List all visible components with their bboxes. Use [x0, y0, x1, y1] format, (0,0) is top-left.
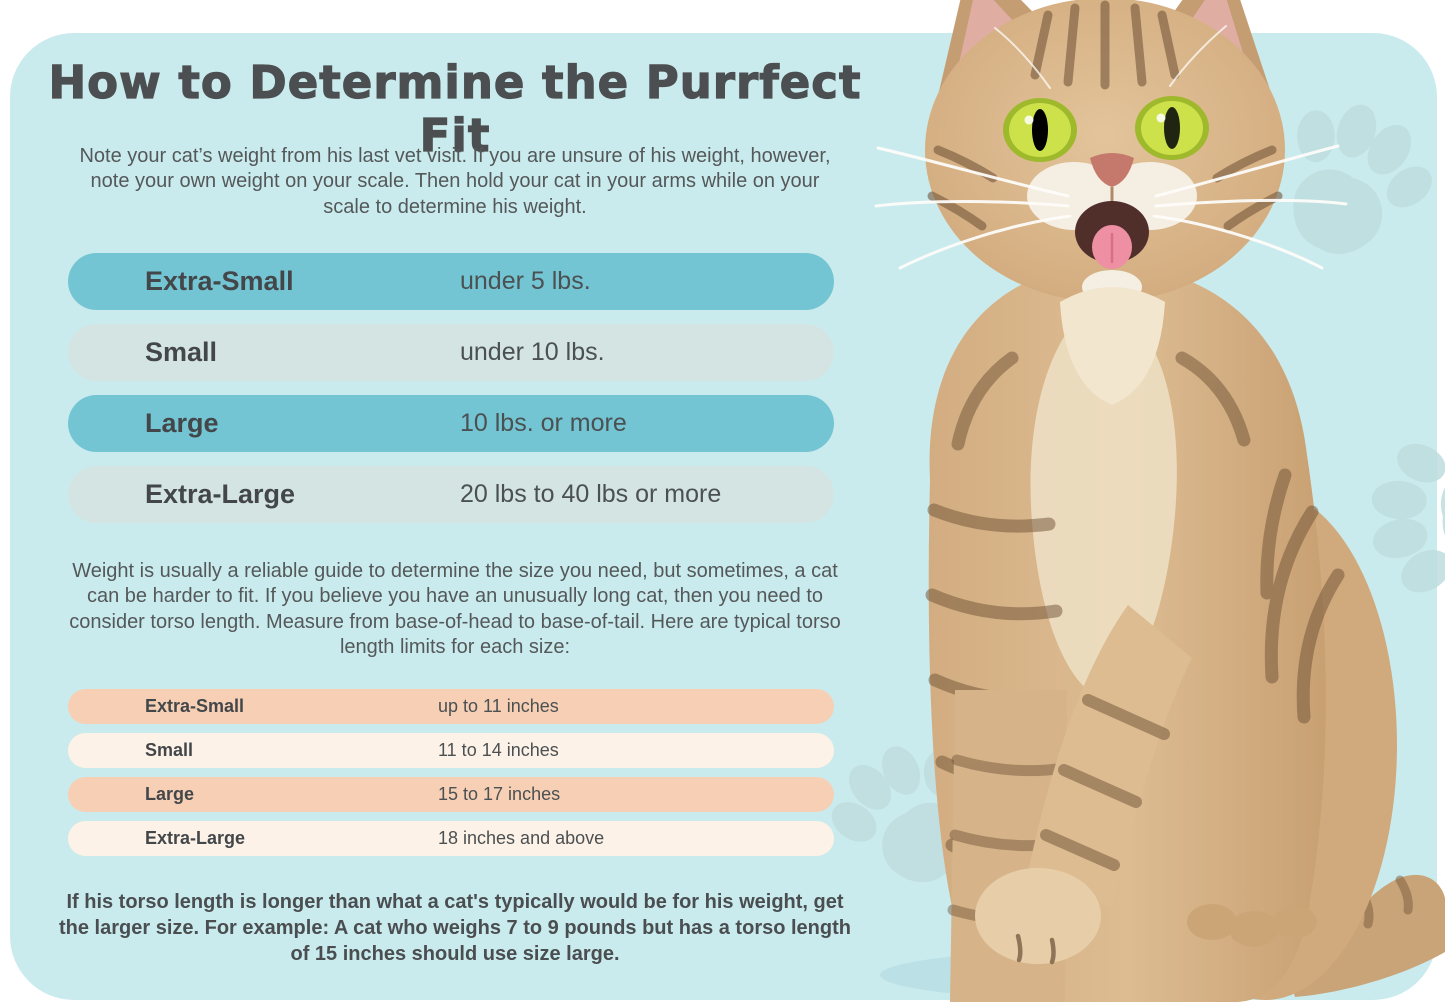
cat-forehead-stripes	[927, 0, 1283, 231]
cat-hind-toes	[1187, 904, 1317, 947]
footnote-paragraph: If his torso length is longer than what …	[59, 891, 851, 965]
cat-eye-left	[1003, 98, 1077, 162]
size-value: 18 inches and above	[438, 828, 605, 848]
cat-paw	[975, 868, 1101, 964]
cat-front-leg-extended	[975, 605, 1192, 965]
size-value: up to 11 inches	[438, 696, 559, 716]
size-label: Extra-Small	[145, 266, 294, 296]
cat-nose	[1090, 153, 1134, 187]
table-row: Small under 10 lbs.	[68, 324, 834, 381]
size-value: 15 to 17 inches	[438, 784, 561, 804]
size-label: Small	[145, 740, 194, 760]
cat-photo	[874, 0, 1445, 1002]
size-value: 20 lbs to 40 lbs or more	[460, 480, 722, 508]
table-row: Large 10 lbs. or more	[68, 395, 834, 452]
page-title: How to Determine the Purrfect Fit	[48, 55, 862, 162]
torso-length-table: Extra-Small up to 11 inches Small 11 to …	[68, 689, 834, 865]
size-label: Extra-Small	[145, 696, 245, 716]
cat-chest-blaze	[1060, 287, 1165, 405]
size-value: under 10 lbs.	[460, 338, 605, 366]
weight-size-table: Extra-Small under 5 lbs. Small under 10 …	[68, 253, 834, 537]
size-label: Large	[145, 784, 195, 804]
size-value: 11 to 14 inches	[438, 740, 559, 760]
intro-paragraph: Note your cat’s weight from his last vet…	[79, 145, 831, 218]
size-value: 10 lbs. or more	[460, 409, 627, 437]
size-label: Extra-Large	[145, 828, 246, 848]
cat-head	[874, 0, 1348, 405]
table-row: Extra-Large 18 inches and above	[68, 821, 834, 856]
size-label: Small	[145, 337, 218, 367]
size-label: Extra-Large	[145, 479, 296, 509]
table-row: Extra-Small under 5 lbs.	[68, 253, 834, 310]
table-row: Extra-Large 20 lbs to 40 lbs or more	[68, 466, 834, 523]
size-label: Large	[145, 408, 219, 438]
table-row: Large 15 to 17 inches	[68, 777, 834, 812]
size-value: under 5 lbs.	[460, 267, 591, 295]
cat-whiskers	[874, 25, 1348, 270]
torso-paragraph: Weight is usually a reliable guide to de…	[69, 560, 841, 659]
table-row: Extra-Small up to 11 inches	[68, 689, 834, 724]
cat-eye-right	[1135, 96, 1209, 160]
table-row: Small 11 to 14 inches	[68, 733, 834, 768]
